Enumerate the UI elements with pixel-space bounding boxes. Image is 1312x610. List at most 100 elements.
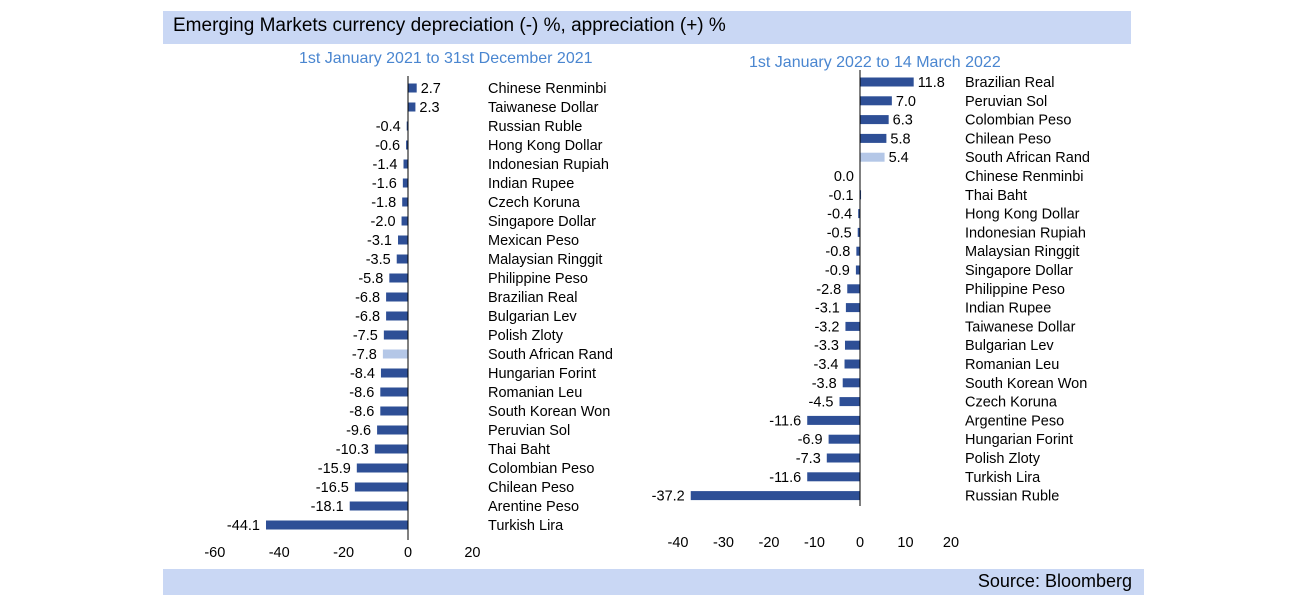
category-label-1-18: Argentine Peso [965, 413, 1064, 429]
category-label-0-9: Malaysian Ringgit [488, 252, 602, 268]
category-label-0-5: Indian Rupee [488, 176, 574, 192]
category-label-0-10: Philippine Peso [488, 271, 588, 287]
source-note: Source: Bloomberg [977, 571, 1132, 591]
value-label-1-10: -0.9 [825, 263, 850, 279]
value-label-1-6: -0.1 [829, 188, 854, 204]
value-label-1-1: 7.0 [896, 94, 916, 110]
category-label-0-8: Mexican Peso [488, 233, 579, 249]
value-label-1-12: -3.1 [815, 301, 840, 317]
category-label-1-0: Brazilian Real [965, 75, 1054, 91]
category-label-0-6: Czech Koruna [488, 195, 581, 211]
value-label-1-19: -6.9 [798, 432, 823, 448]
value-label-1-2: 6.3 [893, 113, 913, 129]
x-tick-label-0-4: 20 [464, 545, 480, 561]
bar-0-2 [406, 121, 409, 131]
bar-1-9 [856, 246, 860, 256]
category-label-0-2: Russian Ruble [488, 119, 582, 135]
x-tick-label-1-3: -10 [804, 535, 825, 551]
value-label-0-19: -10.3 [336, 442, 369, 458]
chart-title: Emerging Markets currency depreciation (… [173, 15, 726, 36]
bar-1-3 [860, 133, 887, 143]
value-label-0-4: -1.4 [372, 157, 397, 173]
value-label-1-17: -4.5 [809, 395, 834, 411]
bar-0-5 [402, 178, 408, 188]
category-label-0-21: Chilean Peso [488, 480, 574, 496]
value-label-0-23: -44.1 [227, 518, 260, 534]
category-label-0-15: Hungarian Forint [488, 366, 596, 382]
category-label-0-11: Brazilian Real [488, 290, 577, 306]
x-tick-label-0-0: -60 [204, 545, 225, 561]
category-label-0-12: Bulgarian Lev [488, 309, 577, 325]
category-label-1-20: Polish Zloty [965, 451, 1041, 467]
bar-0-12 [386, 311, 408, 321]
bar-1-8 [857, 227, 860, 237]
category-label-0-1: Taiwanese Dollar [488, 100, 599, 116]
category-label-1-21: Turkish Lira [965, 470, 1041, 486]
bar-1-11 [847, 284, 860, 294]
value-label-0-5: -1.6 [372, 176, 397, 192]
bar-0-17 [380, 406, 408, 416]
bar-0-13 [383, 330, 408, 340]
value-label-0-13: -7.5 [353, 328, 378, 344]
category-label-0-19: Thai Baht [488, 442, 550, 458]
category-label-0-14: South African Rand [488, 347, 613, 363]
bar-1-16 [842, 378, 860, 388]
value-label-0-2: -0.4 [376, 119, 401, 135]
category-label-1-22: Russian Ruble [965, 489, 1059, 505]
x-tick-label-1-4: 0 [856, 535, 864, 551]
bar-1-12 [845, 303, 860, 313]
value-label-0-20: -15.9 [318, 461, 351, 477]
bar-1-20 [826, 453, 860, 463]
bar-1-14 [844, 340, 860, 350]
value-label-1-18: -11.6 [769, 413, 801, 429]
bar-0-14 [382, 349, 408, 359]
category-label-1-7: Hong Kong Dollar [965, 207, 1080, 223]
x-tick-label-1-2: -20 [759, 535, 780, 551]
value-label-1-4: 5.4 [889, 150, 909, 166]
x-tick-label-0-1: -40 [269, 545, 290, 561]
x-tick-label-0-3: 0 [404, 545, 412, 561]
value-label-1-11: -2.8 [816, 282, 841, 298]
category-label-0-22: Arentine Peso [488, 499, 579, 515]
bar-0-20 [356, 463, 408, 473]
bar-1-2 [860, 115, 889, 125]
x-tick-label-0-2: -20 [333, 545, 354, 561]
value-label-1-21: -11.6 [769, 470, 801, 486]
bar-0-6 [402, 197, 408, 207]
bar-0-22 [349, 501, 408, 511]
value-label-0-21: -16.5 [316, 480, 349, 496]
category-label-0-7: Singapore Dollar [488, 214, 596, 230]
x-tick-label-1-0: -40 [668, 535, 689, 551]
value-label-0-0: 2.7 [421, 81, 441, 97]
bar-1-19 [828, 434, 860, 444]
value-label-1-0: 11.8 [918, 75, 945, 91]
bar-1-18 [807, 415, 860, 425]
panel-title-2022: 1st January 2022 to 14 March 2022 [749, 54, 1001, 71]
bar-1-4 [860, 152, 885, 162]
value-label-0-14: -7.8 [352, 347, 377, 363]
bar-1-22 [690, 491, 860, 501]
category-label-1-17: Czech Koruna [965, 395, 1058, 411]
x-tick-label-1-1: -30 [713, 535, 734, 551]
value-label-0-12: -6.8 [355, 309, 380, 325]
value-label-0-6: -1.8 [371, 195, 396, 211]
category-label-1-2: Colombian Peso [965, 113, 1071, 129]
category-label-1-15: Romanian Leu [965, 357, 1059, 373]
value-label-0-17: -8.6 [349, 404, 374, 420]
value-label-1-13: -3.2 [814, 319, 839, 335]
bar-0-11 [386, 292, 408, 302]
value-label-1-9: -0.8 [825, 244, 850, 260]
category-label-1-4: South African Rand [965, 150, 1090, 166]
x-tick-label-1-5: 10 [897, 535, 913, 551]
value-label-1-15: -3.4 [814, 357, 839, 373]
category-label-1-19: Hungarian Forint [965, 432, 1073, 448]
value-label-0-8: -3.1 [367, 233, 392, 249]
category-label-0-16: Romanian Leu [488, 385, 582, 401]
value-label-1-8: -0.5 [827, 225, 852, 241]
bar-0-23 [265, 520, 408, 530]
value-label-0-9: -3.5 [366, 252, 391, 268]
bar-1-15 [844, 359, 860, 369]
bar-0-1 [408, 102, 416, 112]
value-label-1-20: -7.3 [796, 451, 821, 467]
value-label-1-22: -37.2 [652, 489, 685, 505]
